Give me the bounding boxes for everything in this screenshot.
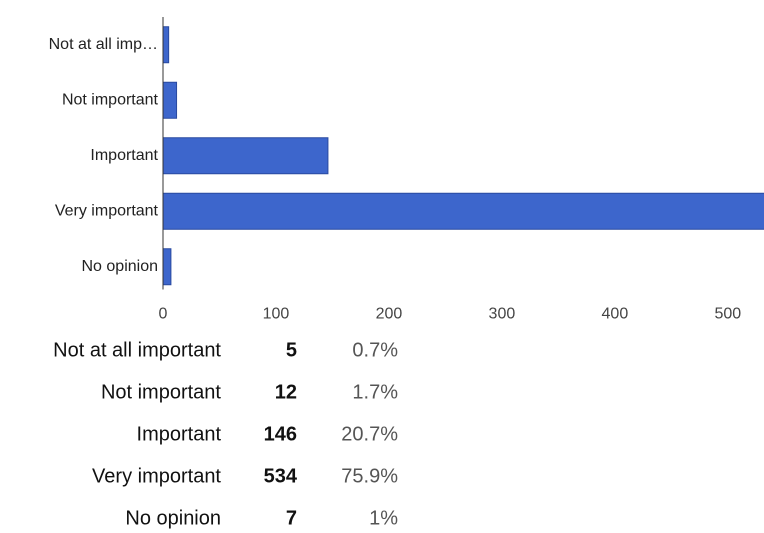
row-label: Important	[137, 423, 222, 445]
bar	[162, 137, 329, 175]
row-count: 146	[264, 423, 297, 445]
row-label: Not important	[101, 381, 221, 403]
x-tick-label: 500	[714, 306, 741, 323]
row-count: 5	[286, 339, 297, 361]
bar	[162, 81, 178, 119]
row-label: Very important	[92, 465, 221, 487]
y-tick-label: No opinion	[82, 258, 159, 275]
x-tick-label: 300	[489, 306, 516, 323]
row-percent: 75.9%	[341, 465, 398, 487]
bar	[162, 248, 172, 286]
row-count: 12	[275, 381, 297, 403]
row-label: No opinion	[125, 507, 221, 529]
row-count: 7	[286, 507, 297, 529]
row-count: 534	[264, 465, 298, 487]
y-tick-label: Important	[90, 147, 158, 164]
row-percent: 20.7%	[341, 423, 398, 445]
y-tick-label: Very important	[55, 202, 159, 219]
y-tick-label: Not at all imp…	[49, 36, 158, 53]
row-percent: 1%	[369, 507, 398, 529]
x-tick-label: 0	[159, 306, 168, 323]
x-tick-label: 400	[602, 306, 629, 323]
row-label: Not at all important	[53, 339, 221, 361]
bar	[162, 26, 170, 64]
x-tick-label: 200	[376, 306, 403, 323]
row-percent: 0.7%	[352, 339, 398, 361]
row-percent: 1.7%	[352, 381, 398, 403]
y-tick-label: Not important	[62, 91, 159, 108]
bar	[162, 192, 764, 230]
x-tick-label: 100	[263, 306, 290, 323]
